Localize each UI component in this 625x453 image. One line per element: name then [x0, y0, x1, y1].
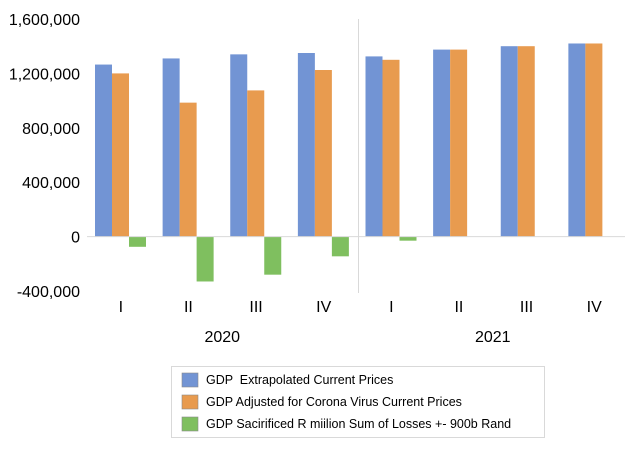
bar [568, 43, 586, 237]
x-tick-label: II [454, 299, 463, 316]
bar [129, 236, 146, 247]
bar [297, 53, 315, 237]
legend: GDP Extrapolated Current Prices GDP Adjus… [171, 366, 545, 438]
legend-box [171, 366, 545, 438]
y-axis-labels: -400,000 0 400,000 800,000 1,200,000 1,600,00… [9, 12, 80, 301]
y-tick-label: 1,600,000 [9, 12, 80, 29]
legend-swatch [181, 394, 199, 410]
legend-swatch [181, 372, 199, 388]
x-group-label: 2020 [204, 329, 240, 346]
bar [365, 56, 383, 237]
y-tick-label: 0 [71, 230, 80, 247]
y-tick-label: -400,000 [17, 284, 80, 301]
bar [585, 43, 603, 237]
bar [331, 236, 349, 257]
bar [95, 64, 112, 237]
bar [433, 49, 451, 237]
bar [179, 102, 197, 237]
legend-label: GDP Extrapolated Current Prices [206, 373, 393, 387]
bar [450, 49, 468, 237]
bar [264, 236, 282, 275]
bar [382, 59, 400, 237]
x-tick-label: II [184, 299, 193, 316]
bar [314, 70, 332, 237]
legend-label: GDP Sacirificed R miilion Sum of Losses … [206, 417, 511, 431]
x-tick-label: I [389, 299, 393, 316]
bar [112, 73, 129, 237]
x-tick-label: IV [316, 299, 331, 316]
bar [196, 236, 214, 282]
x-tick-label: I [119, 299, 123, 316]
y-tick-label: 800,000 [22, 121, 80, 138]
bar [399, 236, 417, 241]
legend-label: GDP Adjusted for Corona Virus Current Pr… [206, 395, 462, 409]
bar [230, 54, 248, 237]
y-tick-label: 1,200,000 [9, 66, 80, 83]
bars [95, 43, 603, 282]
legend-swatch [181, 416, 199, 432]
bar [162, 58, 180, 237]
x-tick-label: IV [587, 299, 602, 316]
x-tick-label: III [249, 299, 262, 316]
y-tick-label: 400,000 [22, 175, 80, 192]
x-group-label: 2021 [475, 329, 511, 346]
x-tick-label: III [520, 299, 533, 316]
bar [517, 46, 535, 237]
bar [500, 46, 518, 237]
bar [247, 90, 265, 237]
